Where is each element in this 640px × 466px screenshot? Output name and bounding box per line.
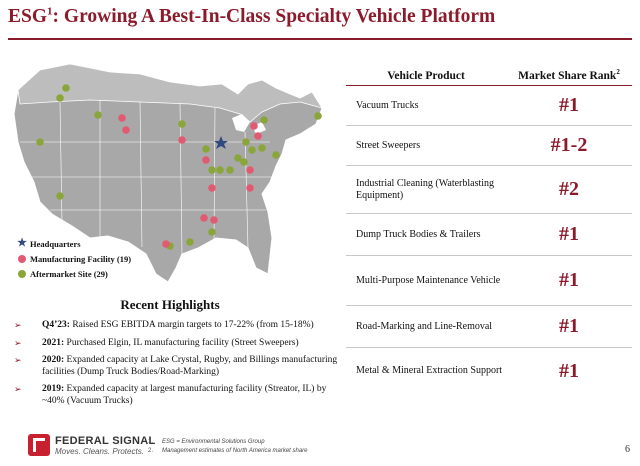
company-logo: FEDERAL SIGNAL Moves. Cleans. Protects.	[28, 434, 156, 456]
green-dot-icon	[16, 269, 28, 278]
legend-manufacturing: Manufacturing Facility (19)	[16, 251, 131, 266]
column-header-product: Vehicle Product	[387, 70, 465, 82]
canada-region	[17, 63, 323, 123]
headquarters-star	[214, 136, 228, 149]
table-header: Vehicle Product Market Share Rank2	[346, 64, 632, 86]
footnote: 1. ESG = Environmental Solutions Group	[148, 439, 265, 445]
table-row: Industrial Cleaning (Waterblasting Equip…	[346, 166, 632, 214]
table-row: Metal & Mineral Extraction Support #1	[356, 359, 579, 382]
facility-map	[13, 63, 323, 283]
arrow-bullet-icon: ➢	[14, 384, 22, 394]
map-legend: ★ Headquarters Manufacturing Facility (1…	[16, 236, 131, 281]
arrow-bullet-icon: ➢	[14, 320, 22, 330]
great-lakes	[232, 114, 266, 134]
star-icon: ★	[17, 237, 27, 249]
federal-signal-logo-icon	[28, 434, 50, 456]
title-divider	[8, 38, 632, 40]
footnote: 2. Management estimates of North America …	[148, 448, 308, 454]
legend-headquarters: ★ Headquarters	[17, 237, 81, 249]
table-row: Street Sweepers #1-2	[346, 126, 632, 166]
table-row: Dump Truck Bodies & Trailers #1	[346, 214, 632, 256]
table-row: Vacuum Trucks #1	[346, 86, 632, 126]
manufacturing-facilities	[118, 114, 262, 248]
page-number: 6	[625, 444, 630, 455]
page-title: ESG1: Growing A Best-In-Class Specialty …	[8, 5, 496, 27]
red-dot-icon	[16, 254, 28, 263]
aftermarket-sites	[36, 84, 322, 250]
column-header-rank: Market Share Rank2	[518, 68, 620, 82]
list-item: ➢ 2021: Purchased Elgin, IL manufacturing…	[14, 337, 299, 348]
table-row: Multi-Purpose Maintenance Vehicle #1	[346, 256, 632, 306]
highlights-title: Recent Highlights	[120, 297, 220, 312]
list-item: ➢ 2020: Expanded capacity at Lake Crystal…	[14, 355, 338, 377]
list-item: ➢ Q4’23: Raised ESG EBITDA margin targets…	[14, 320, 314, 330]
footnotes: 1. ESG = Environmental Solutions Group 2.…	[148, 438, 308, 456]
arrow-bullet-icon: ➢	[14, 337, 22, 348]
market-share-table: Vehicle Product Market Share Rank2 Vacuu…	[346, 64, 632, 394]
legend-aftermarket: Aftermarket Site (29)	[16, 266, 131, 281]
list-item: ➢ 2019: Expanded capacity at largest manu…	[14, 384, 327, 406]
arrow-bullet-icon: ➢	[14, 355, 22, 365]
state-borders	[20, 100, 272, 255]
highlights-list: ➢ Q4’23: Raised ESG EBITDA margin targets…	[14, 320, 344, 413]
table-row: Road-Marking and Line-Removal #1	[346, 306, 632, 348]
title-footnote-marker: 1	[47, 5, 53, 18]
